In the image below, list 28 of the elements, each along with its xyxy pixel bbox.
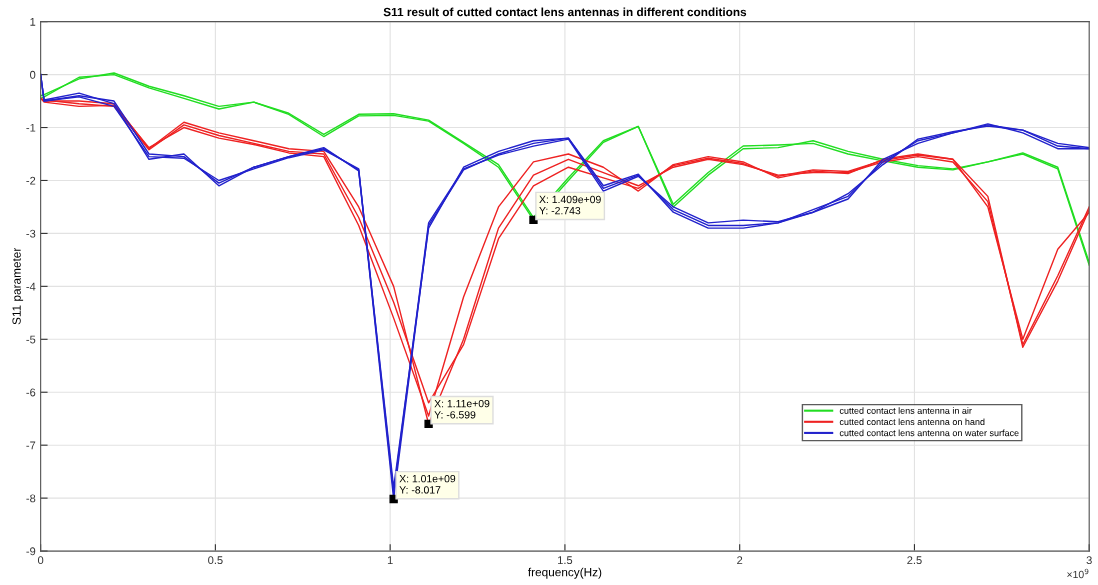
- y-tick-label: -2: [26, 176, 36, 185]
- y-tick-label: -1: [26, 123, 36, 132]
- x-tick-label: 0: [37, 556, 44, 565]
- legend-label: cutted contact lens antenna on hand: [839, 418, 985, 426]
- y-tick-label: -6: [26, 388, 36, 397]
- x-tick-label: 1: [387, 556, 393, 564]
- y-tick-label: -9: [26, 547, 36, 556]
- chart-title: S11 result of cutted contact lens antennas in different conditions: [383, 7, 747, 17]
- x-tick-label: 2.5: [907, 556, 922, 565]
- y-tick-label: -8: [26, 494, 36, 503]
- y-tick-label: -5: [26, 335, 36, 344]
- y-tick-label: -7: [26, 441, 36, 450]
- annotation: X: 1.409e+09 Y: -2.743: [539, 195, 601, 215]
- x-tick-label: 0.5: [208, 556, 223, 565]
- legend-label: cutted contact lens antenna on water surface: [839, 429, 1019, 437]
- annotation: X: 1.11e+09 Y: -6.599: [434, 399, 490, 419]
- x-tick-label: 3: [1086, 556, 1092, 565]
- x-tick-label: 1.5: [558, 556, 573, 565]
- x-axis-title: frequency(Hz): [528, 567, 602, 579]
- y-tick-label: 0: [30, 70, 36, 79]
- y-tick-label: -3: [26, 229, 36, 238]
- legend-label: cutted contact lens antenna in air: [839, 407, 972, 414]
- annotation: X: 1.01e+09 Y: -8.017: [399, 474, 456, 494]
- x-tick-label: 2: [737, 556, 743, 564]
- y-tick-label: -4: [26, 282, 36, 291]
- y-axis-title: S11 parameter: [12, 247, 24, 325]
- y-tick-label: 1: [30, 18, 36, 26]
- text: ×10$^{9}$: [1067, 568, 1089, 579]
